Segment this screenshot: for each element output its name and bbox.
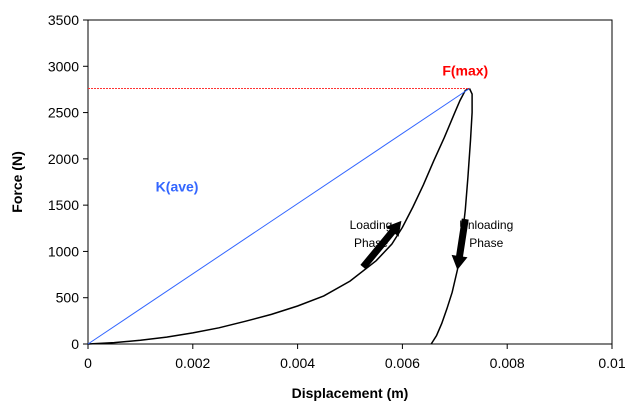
x-tick-label: 0.004 xyxy=(280,355,315,371)
annotation-label: F(max) xyxy=(442,63,488,79)
annotation-label: Phase xyxy=(469,236,503,250)
series-line-2 xyxy=(430,88,473,345)
x-tick-label: 0.01 xyxy=(598,355,625,371)
arrow-1 xyxy=(360,220,402,270)
arrow-2 xyxy=(451,218,469,270)
x-axis-title: Displacement (m) xyxy=(292,385,409,401)
x-tick-label: 0.008 xyxy=(490,355,525,371)
annotation-label: Unloading xyxy=(459,218,513,232)
plot-area: 0 500 1000 1500 2000 2500 3000 3500 0 0.002 0.004 0… xyxy=(48,12,626,371)
y-tick-label: 0 xyxy=(71,336,79,352)
series-line-3 xyxy=(87,88,470,345)
y-axis-title: Force (N) xyxy=(9,151,25,212)
y-tick-label: 1500 xyxy=(48,197,79,213)
y-tick-label: 500 xyxy=(56,290,80,306)
plot-frame xyxy=(87,19,613,345)
y-tick-label: 3000 xyxy=(48,58,79,74)
annotation-label: K(ave) xyxy=(156,178,199,194)
x-tick-label: 0.006 xyxy=(385,355,420,371)
series-line-1 xyxy=(87,87,470,345)
y-tick-label: 2500 xyxy=(48,105,79,121)
y-tick-label: 1000 xyxy=(48,243,79,259)
y-tick-label: 3500 xyxy=(48,12,79,28)
x-tick-label: 0.002 xyxy=(175,355,210,371)
y-tick-label: 2000 xyxy=(48,151,79,167)
x-tick-label: 0 xyxy=(84,355,92,371)
annotation-label: Phase xyxy=(354,236,388,250)
annotation-label: Loading xyxy=(350,218,393,232)
